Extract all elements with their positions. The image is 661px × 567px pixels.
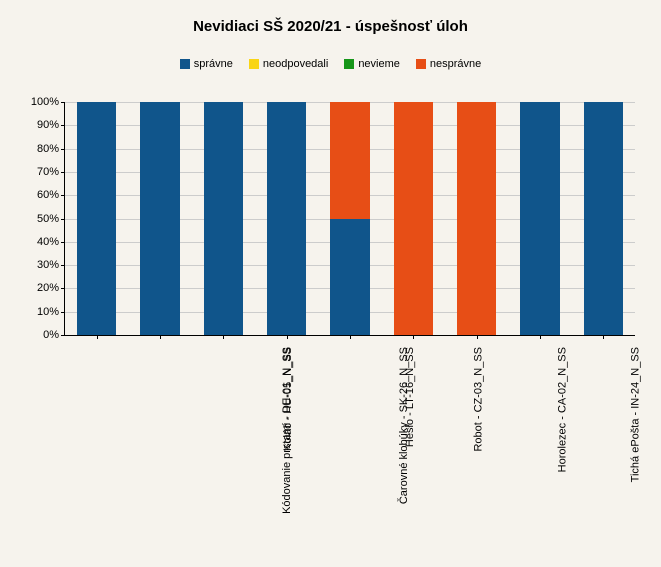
legend-swatch-spravne [180, 59, 190, 69]
bar-segment-spravne [520, 102, 559, 335]
y-tick-label: 0% [43, 329, 65, 341]
chart-title: Nevidiaci SŠ 2020/21 - úspešnosť úloh [0, 18, 661, 35]
bar [457, 102, 496, 335]
x-tick-mark [223, 335, 224, 339]
y-tick-label: 20% [37, 282, 65, 294]
chart-legend: správne neodpovedali nevieme nesprávne [0, 58, 661, 70]
x-tick-label: Tichá ePošta - IN-24_N_SS [629, 335, 641, 482]
bar [330, 102, 369, 335]
legend-label-nevieme: nevieme [358, 58, 400, 70]
legend-item-spravne: správne [180, 58, 233, 70]
bar-segment-nespravne [457, 102, 496, 335]
legend-item-nespravne: nesprávne [416, 58, 481, 70]
bar [204, 102, 243, 335]
legend-item-neodpovedali: neodpovedali [249, 58, 328, 70]
legend-item-nevieme: nevieme [344, 58, 400, 70]
x-tick-mark [287, 335, 288, 339]
x-tick-mark [477, 335, 478, 339]
y-tick-label: 100% [31, 96, 65, 108]
x-tick-label: Heslo - LT-16_N_SS [404, 335, 416, 447]
bar-segment-spravne [204, 102, 243, 335]
x-tick-mark [97, 335, 98, 339]
y-tick-label: 70% [37, 166, 65, 178]
x-tick-mark [540, 335, 541, 339]
y-tick-label: 50% [37, 213, 65, 225]
bar [267, 102, 306, 335]
y-tick-label: 30% [37, 259, 65, 271]
y-tick-label: 60% [37, 189, 65, 201]
legend-swatch-neodpovedali [249, 59, 259, 69]
legend-swatch-nevieme [344, 59, 354, 69]
legend-label-nespravne: nesprávne [430, 58, 481, 70]
x-tick-label: Horolezec - CA-02_N_SS [556, 335, 568, 472]
bar-segment-nespravne [330, 102, 369, 219]
y-tick-label: 10% [37, 306, 65, 318]
x-tick-mark [413, 335, 414, 339]
x-tick-mark [160, 335, 161, 339]
plot-area: 0%10%20%30%40%50%60%70%80%90%100%Kódovan… [65, 102, 635, 335]
y-tick-label: 80% [37, 143, 65, 155]
y-tick-label: 90% [37, 119, 65, 131]
bar-segment-spravne [140, 102, 179, 335]
bar [394, 102, 433, 335]
legend-swatch-nespravne [416, 59, 426, 69]
bar-segment-spravne [330, 219, 369, 336]
x-tick-label: Robot - CZ-03_N_SS [472, 335, 484, 452]
bar [520, 102, 559, 335]
bar-segment-spravne [77, 102, 116, 335]
bar-segment-nespravne [394, 102, 433, 335]
bar [584, 102, 623, 335]
y-axis [64, 102, 65, 335]
x-tick-label: Koláč - HU-05_N_SS [281, 335, 293, 451]
bar [140, 102, 179, 335]
y-tick-label: 40% [37, 236, 65, 248]
legend-label-neodpovedali: neodpovedali [263, 58, 328, 70]
bar-segment-spravne [584, 102, 623, 335]
legend-label-spravne: správne [194, 58, 233, 70]
bar-segment-spravne [267, 102, 306, 335]
x-tick-mark [603, 335, 604, 339]
x-tick-mark [350, 335, 351, 339]
bar [77, 102, 116, 335]
